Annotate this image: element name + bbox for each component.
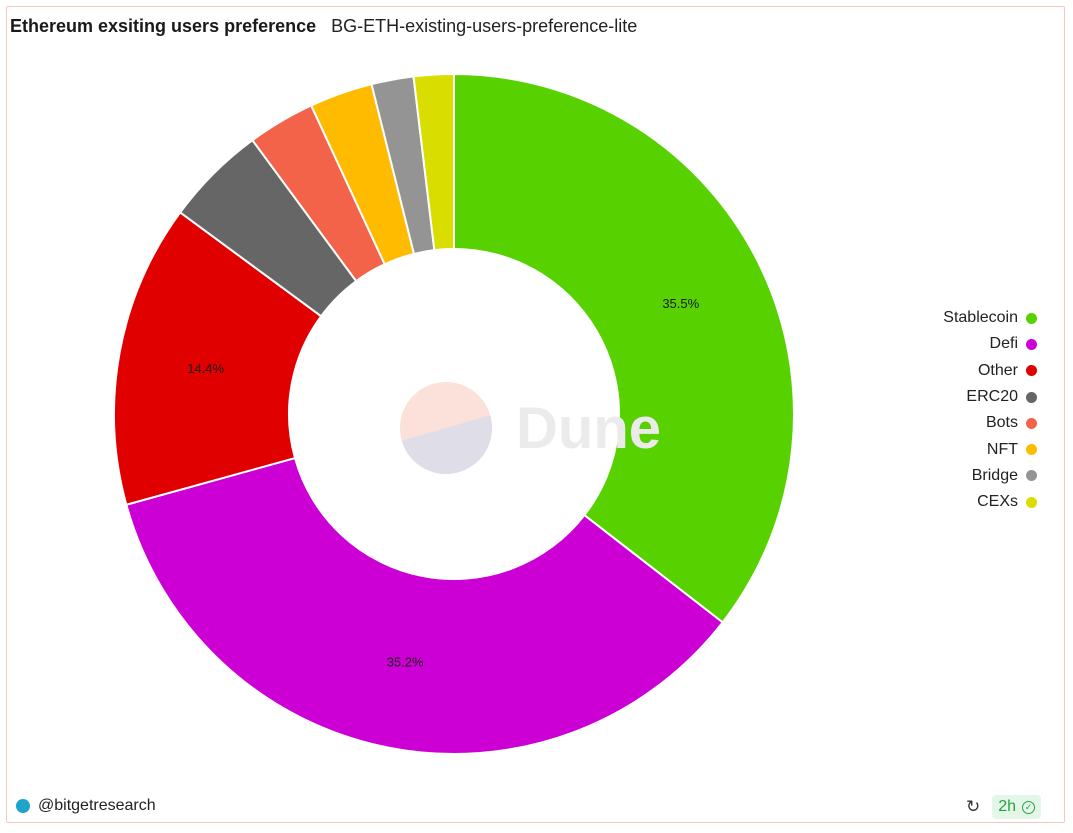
refresh-icon[interactable]: ↻ [965,797,981,816]
data-label-stablecoin: 35.5% [662,296,699,311]
legend-label: ERC20 [966,388,1018,406]
query-name[interactable]: BG-ETH-existing-users-preference-lite [331,16,638,36]
legend-swatch [1026,391,1037,403]
legend-label: CEXs [977,493,1018,511]
legend-item-stablecoin[interactable]: Stablecoin [943,305,1037,331]
legend-label: Stablecoin [943,309,1018,327]
legend-item-bots[interactable]: Bots [943,410,1037,436]
data-labels-group: 35.5% 35.2% 14.4% [187,296,699,670]
dune-logo-icon [400,382,492,475]
data-label-defi: 35.2% [387,655,424,670]
watermark-text: Dune [516,396,661,461]
dune-watermark: Dune [400,382,661,475]
data-label-other: 14.4% [187,361,224,376]
legend-item-nft[interactable]: NFT [943,436,1037,462]
legend-swatch [1026,417,1037,429]
freshness-age: 2h [998,798,1016,815]
slice-cexs[interactable] [412,72,455,252]
slice-other[interactable] [113,211,323,506]
legend-item-defi[interactable]: Defi [943,331,1037,357]
legend-item-other[interactable]: Other [943,358,1037,384]
legend: Stablecoin Defi Other ERC20 Bots NFT Bridge CEX… [943,305,1037,515]
legend-swatch [1026,444,1037,456]
legend-swatch [1026,470,1037,482]
legend-swatch [1026,338,1037,350]
author-attribution[interactable]: @bitgetresearch [16,797,156,815]
legend-item-cexs[interactable]: CEXs [943,489,1037,515]
avatar [16,799,30,813]
legend-label: Other [977,361,1018,379]
legend-label: NFT [986,440,1018,458]
slice-defi[interactable] [125,456,725,755]
logo-bottom-half [401,415,492,475]
check-circle-icon: ✓ [1022,800,1035,814]
legend-label: Defi [989,335,1018,353]
legend-swatch [1026,365,1037,377]
footer-status: ↻ 2h ✓ [966,795,1041,819]
legend-item-bridge[interactable]: Bridge [943,463,1037,489]
legend-swatch [1026,496,1037,508]
author-handle[interactable]: @bitgetresearch [38,797,156,814]
legend-swatch [1026,312,1037,324]
chart-header: Ethereum exsiting users preference BG-ET… [10,16,637,37]
legend-label: Bots [985,414,1018,432]
legend-label: Bridge [971,466,1018,484]
legend-item-erc20[interactable]: ERC20 [943,384,1037,410]
slices-group [113,72,795,755]
chart-title: Ethereum exsiting users preference [10,16,317,36]
freshness-badge[interactable]: 2h ✓ [992,795,1041,819]
slice-stablecoin[interactable] [453,72,795,624]
